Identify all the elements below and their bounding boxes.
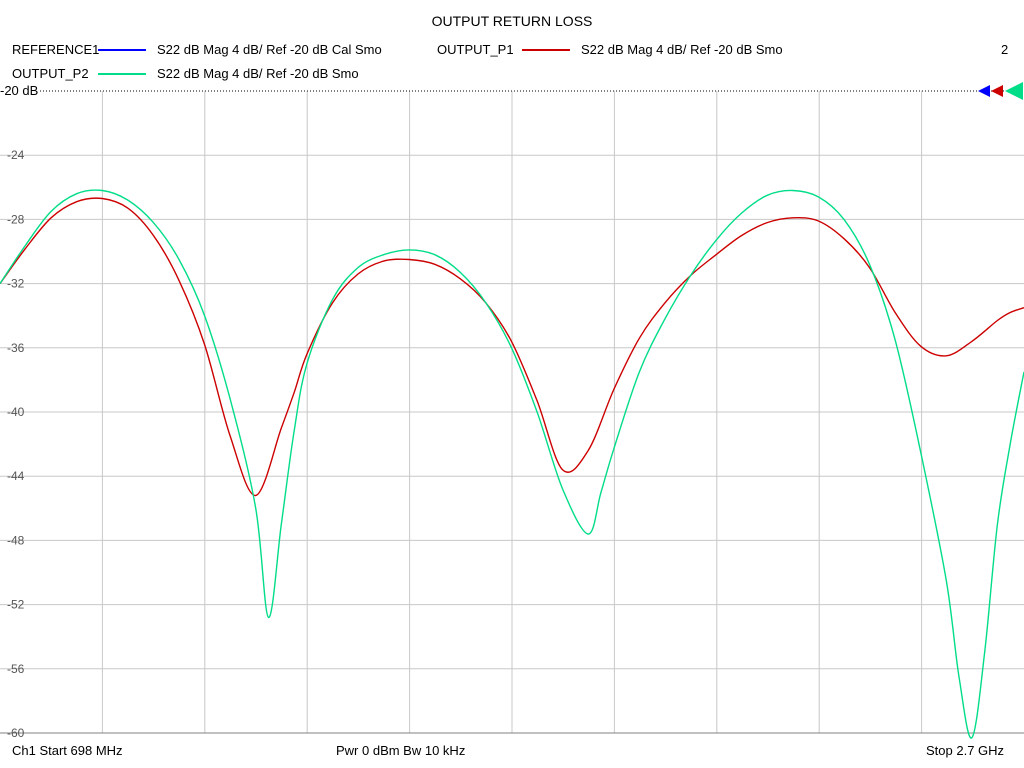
legend-swatch-reference1	[98, 49, 146, 51]
legend-name-reference1: REFERENCE1	[12, 42, 100, 57]
footer-power: Pwr 0 dBm Bw 10 kHz	[336, 743, 466, 758]
reference-level-label: -20 dB	[0, 83, 41, 98]
legend-name-output-p1: OUTPUT_P1	[437, 42, 514, 57]
y-tick-label: -24	[7, 148, 25, 162]
legend-desc-output-p2: S22 dB Mag 4 dB/ Ref -20 dB Smo	[157, 66, 359, 81]
y-tick-label: -48	[7, 533, 25, 547]
y-tick-label: -36	[7, 341, 25, 355]
ref-marker-output_p1	[991, 85, 1003, 97]
trace-output-p2	[0, 189, 1024, 739]
traces	[0, 189, 1024, 739]
y-tick-label: -32	[7, 277, 25, 291]
chart-title: OUTPUT RETURN LOSS	[431, 13, 593, 29]
legend-row-2: OUTPUT_P2 S22 dB Mag 4 dB/ Ref -20 dB Sm…	[0, 66, 1024, 84]
trace-output-p1	[0, 197, 1024, 497]
legend-row-1: REFERENCE1 S22 dB Mag 4 dB/ Ref -20 dB C…	[0, 42, 1024, 60]
legend-swatch-output-p1	[522, 49, 570, 51]
channel-count: 2	[1001, 42, 1009, 57]
y-tick-label: -56	[7, 662, 25, 676]
legend-desc-reference1: S22 dB Mag 4 dB/ Ref -20 dB Cal Smo	[157, 42, 382, 57]
footer-start: Ch1 Start 698 MHz	[12, 743, 123, 758]
y-tick-label: -60	[7, 726, 25, 740]
legend-swatch-output-p2	[98, 73, 146, 75]
grid	[0, 91, 1024, 734]
y-tick-label: -52	[7, 598, 25, 612]
legend-desc-output-p1: S22 dB Mag 4 dB/ Ref -20 dB Smo	[581, 42, 783, 57]
reference-markers	[978, 82, 1023, 100]
footer-stop: Stop 2.7 GHz	[926, 743, 1005, 758]
y-tick-label: -44	[7, 469, 25, 483]
ref-marker-reference1	[978, 85, 990, 97]
y-tick-label: -40	[7, 405, 25, 419]
y-tick-labels: -24 -28 -32 -36 -40 -44 -48 -52 -56 -60	[7, 148, 25, 740]
y-tick-label: -28	[7, 212, 25, 226]
ref-marker-output_p2	[1005, 82, 1023, 100]
legend-name-output-p2: OUTPUT_P2	[12, 66, 89, 81]
